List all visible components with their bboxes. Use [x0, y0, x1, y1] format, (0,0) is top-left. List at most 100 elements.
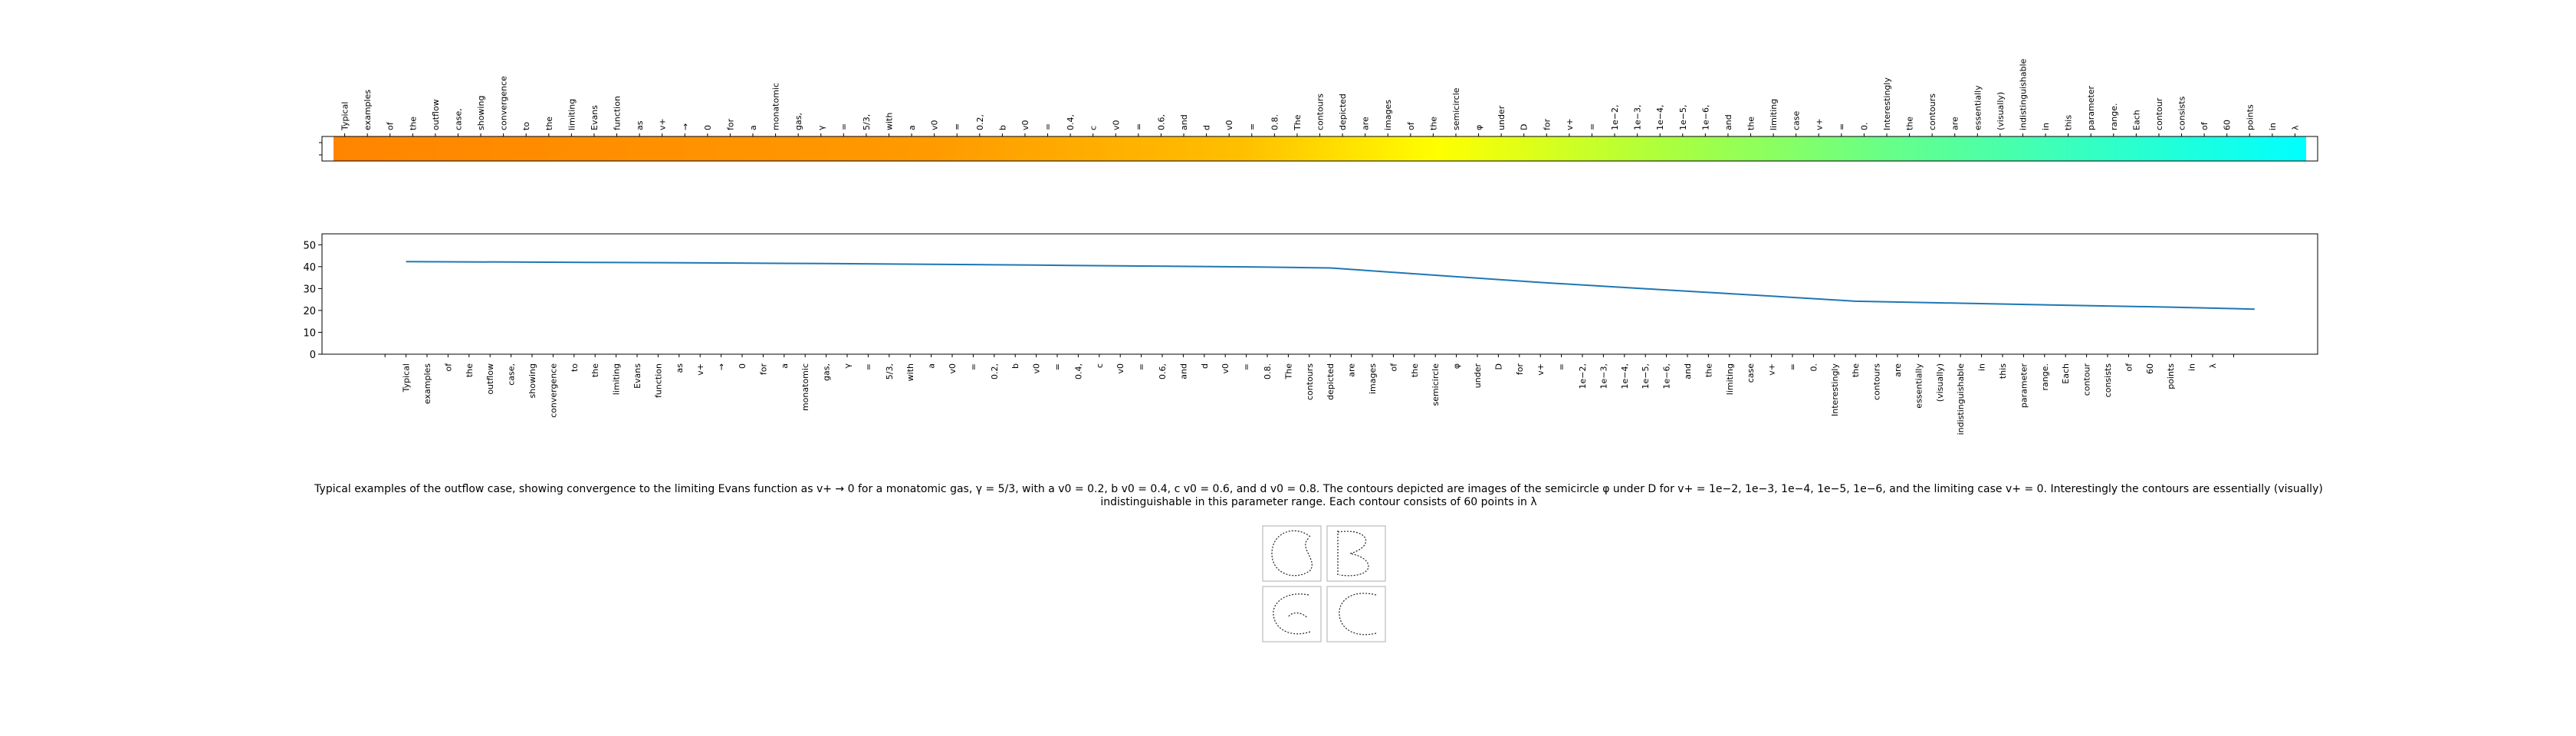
x-axis-tick-label: a — [927, 363, 937, 369]
colorbar-tick-label: to — [521, 122, 531, 130]
x-axis-tick-label: = — [1788, 363, 1798, 370]
y-axis-ticks: 0 10 20 30 40 50 — [303, 240, 322, 361]
colorbar-tick-label: d — [1202, 125, 1212, 130]
x-axis-tick-label: points — [2166, 363, 2176, 389]
x-axis-tick-label: of — [2124, 363, 2134, 372]
colorbar-tick-label: the — [1746, 117, 1756, 130]
colorbar-tick-label: Evans — [590, 105, 600, 130]
x-axis-tick-label: the — [1704, 363, 1714, 377]
colorbar-tick-label: Typical — [340, 102, 350, 131]
x-axis-tick-label: v0 — [1032, 363, 1042, 374]
x-axis-tick-label: 0. — [1809, 363, 1819, 372]
colorbar-tick-label: depicted — [1338, 94, 1348, 130]
y-axis-tick-label: 0 — [310, 350, 316, 361]
x-axis-tick-label: consists — [2103, 363, 2113, 398]
colorbar-tick-label: semicircle — [1451, 87, 1461, 130]
x-axis-tick-label: examples — [422, 363, 432, 404]
colorbar-tick-labels: Typical examples of the outflow case, showing c… — [340, 58, 2301, 131]
x-axis-tick-label: are — [1893, 363, 1903, 377]
x-axis-tick-label: 5/3, — [885, 363, 895, 380]
colorbar-tick-label: φ — [1474, 125, 1484, 130]
x-axis-tick-label: case — [1746, 363, 1756, 383]
colorbar-tick-label: for — [725, 118, 735, 130]
colorbar-tick-label: v+ — [658, 118, 668, 130]
colorbar-tick-label: of — [2200, 121, 2210, 130]
colorbar-tick-label: in — [2268, 123, 2278, 130]
colorbar-tick-label: Each — [2131, 110, 2141, 130]
colorbar-tick-label: → — [680, 123, 690, 130]
x-axis-tick-label: essentially — [1914, 363, 1924, 409]
colorbar-tick-label: 0. — [1859, 123, 1869, 131]
x-axis-tick-label: φ — [1452, 363, 1462, 369]
colorbar-tick-label: points — [2245, 104, 2255, 130]
x-axis-tick-label: case, — [507, 363, 517, 386]
x-axis-tick-label: showing — [527, 363, 537, 398]
colorbar-tick-label: = — [952, 123, 962, 130]
colorbar-tick-label: gas, — [794, 113, 803, 130]
colorbar-tick-label: 1e−5, — [1678, 105, 1688, 130]
colorbar-tick-label: this — [2064, 115, 2074, 130]
x-axis-tick-label: = — [863, 363, 873, 370]
colorbar-tick-label: the — [1905, 117, 1915, 130]
x-axis-tick-label: 0.2, — [990, 363, 1000, 380]
colorbar-tick-label: monatomic — [771, 83, 781, 130]
x-axis-tick-label: (visually) — [1935, 363, 1945, 402]
x-axis-tick-label: v+ — [695, 363, 705, 376]
x-axis-tick-label: this — [1998, 363, 2008, 379]
x-axis-tick-label: with — [905, 363, 915, 381]
colorbar-tick-label: 1e−3, — [1633, 105, 1643, 130]
colorbar-tick-label: 0.2, — [975, 114, 985, 130]
y-axis-tick-label: 40 — [303, 262, 316, 274]
line-plot-frame — [321, 233, 2318, 355]
x-axis-ticks — [384, 354, 2234, 357]
x-axis-tick-label: D — [1493, 363, 1503, 370]
x-axis-tick-label: = — [1242, 363, 1252, 370]
x-axis-tick-label: for — [1515, 363, 1525, 376]
colorbar-tick-label: indistinguishable — [2018, 58, 2028, 130]
x-axis-tick-label: 1e−5, — [1641, 363, 1651, 389]
colorbar-tick-label: (visually) — [1996, 92, 2006, 130]
thumbnail-panel-d — [1326, 586, 1386, 642]
figure-caption: Typical examples of the outflow case, sh… — [314, 483, 2323, 508]
colorbar-tick-label: limiting — [567, 99, 577, 130]
colorbar-tick-label: essentially — [1973, 85, 1983, 130]
y-axis-tick-label: 50 — [303, 240, 316, 251]
x-axis-tick-label: Interestingly — [1830, 363, 1840, 416]
x-axis-tick-label: 0.6, — [1158, 363, 1168, 380]
x-axis-tick-label: the — [1851, 363, 1861, 377]
x-axis-tick-label: contours — [1872, 363, 1882, 400]
thumbnail-panel-c — [1262, 586, 1322, 642]
colorbar-tick-label: the — [408, 117, 418, 130]
x-axis-tick-label: under — [1473, 363, 1483, 389]
colorbar-tick-label: a — [748, 125, 758, 130]
colorbar-tick-label: contours — [1316, 94, 1326, 130]
colorbar-tick-label: a — [907, 125, 917, 130]
x-axis-tick-label: to — [570, 363, 580, 372]
colorbar-tick-label: 1e−4, — [1655, 105, 1665, 130]
colorbar-tick-label: under — [1497, 105, 1506, 130]
colorbar-tick-label: examples — [363, 90, 373, 130]
x-axis-tick-label: of — [443, 363, 453, 372]
x-axis-tick-label: d — [1200, 363, 1210, 369]
x-axis-tick-label: in — [2187, 363, 2197, 371]
x-axis-tick-label: 0.4, — [1073, 363, 1083, 380]
y-axis-tick-label: 30 — [303, 284, 316, 295]
x-axis-tick-label: The — [1283, 363, 1293, 380]
colorbar-tick-label: = — [1837, 123, 1847, 130]
x-axis-tick-label: the — [1410, 363, 1420, 377]
colorbar-tick-label: as — [635, 120, 645, 130]
x-axis-tick-label: and — [1178, 363, 1188, 380]
x-axis-tick-label: v0 — [1221, 363, 1230, 374]
thumbnail-panel-a — [1262, 525, 1322, 582]
x-axis-tick-label: of — [1388, 363, 1398, 372]
colorbar-tick-label: are — [1361, 117, 1371, 130]
x-axis-tick-label: monatomic — [800, 363, 810, 411]
x-axis-tick-label: v0 — [948, 363, 958, 374]
x-axis-tick-label: images — [1368, 363, 1378, 394]
colorbar-gradient — [334, 136, 2306, 161]
x-axis-tick-label: outflow — [485, 363, 495, 395]
colorbar-tick-label: b — [997, 125, 1007, 130]
colorbar-tick-label: 0.8. — [1270, 114, 1280, 130]
colorbar-tick-label: λ — [2290, 125, 2300, 130]
x-axis-tick-label: γ — [843, 363, 853, 369]
